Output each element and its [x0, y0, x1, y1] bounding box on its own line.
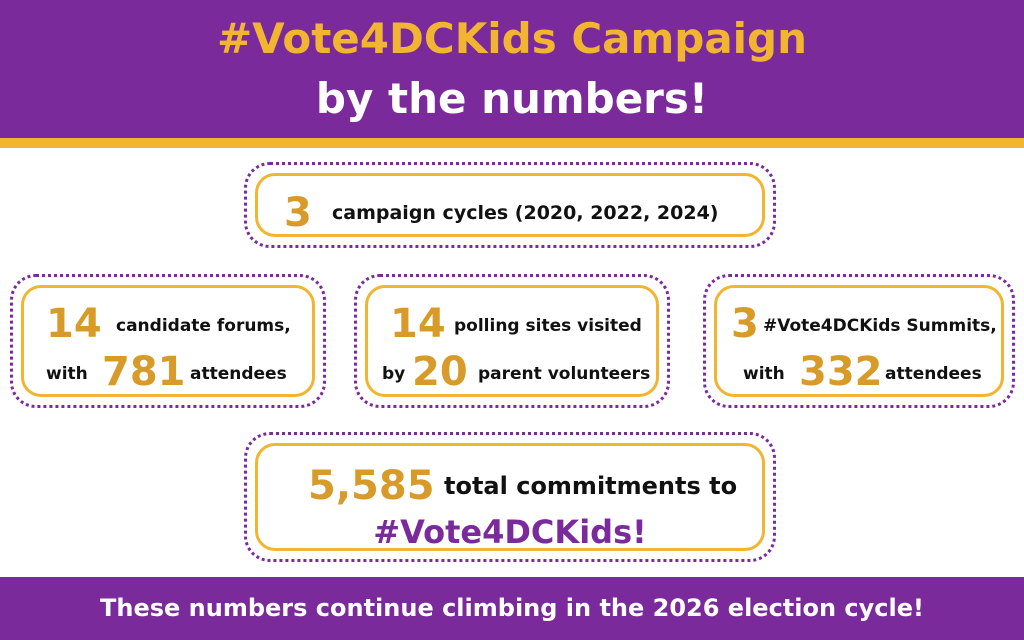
polling-volunteers-number: 20	[412, 349, 468, 395]
polling-text: polling sites visited	[454, 316, 642, 336]
header-banner: #Vote4DCKids Campaign by the numbers!	[0, 0, 1024, 138]
commitments-hashtag: #Vote4DCKids!	[373, 513, 647, 551]
stat-card-polling: 14 polling sites visited by 20 parent vo…	[354, 274, 670, 408]
cycles-number: 3	[284, 190, 312, 236]
polling-prefix: by	[382, 364, 406, 384]
summits-suffix: attendees	[885, 364, 982, 384]
polling-suffix: parent volunteers	[478, 364, 651, 384]
summits-text: #Vote4DCKids Summits,	[763, 316, 997, 336]
summits-attendees-number: 332	[799, 349, 883, 395]
summits-number: 3	[731, 301, 759, 347]
header-divider	[0, 138, 1024, 148]
polling-number: 14	[390, 301, 446, 347]
forums-prefix: with	[46, 364, 88, 384]
summits-prefix: with	[743, 364, 785, 384]
stat-card-cycles: 3 campaign cycles (2020, 2022, 2024)	[244, 162, 776, 248]
stat-card-summits: 3 #Vote4DCKids Summits, with 332 attende…	[703, 274, 1015, 408]
forums-attendees-number: 781	[102, 349, 186, 395]
commitments-number: 5,585	[308, 463, 435, 509]
cycles-text: campaign cycles (2020, 2022, 2024)	[332, 202, 719, 224]
commitments-text: total commitments to	[444, 472, 738, 500]
footer-banner: These numbers continue climbing in the 2…	[0, 577, 1024, 640]
title-line-2: by the numbers!	[315, 74, 709, 123]
forums-text: candidate forums,	[116, 316, 291, 336]
forums-suffix: attendees	[190, 364, 287, 384]
forums-number: 14	[46, 301, 102, 347]
stat-card-commitments: 5,585 total commitments to #Vote4DCKids!	[244, 432, 776, 562]
footer-text: These numbers continue climbing in the 2…	[100, 594, 924, 622]
stat-card-forums: 14 candidate forums, with 781 attendees	[10, 274, 326, 408]
title-line-1: #Vote4DCKids Campaign	[216, 14, 808, 63]
